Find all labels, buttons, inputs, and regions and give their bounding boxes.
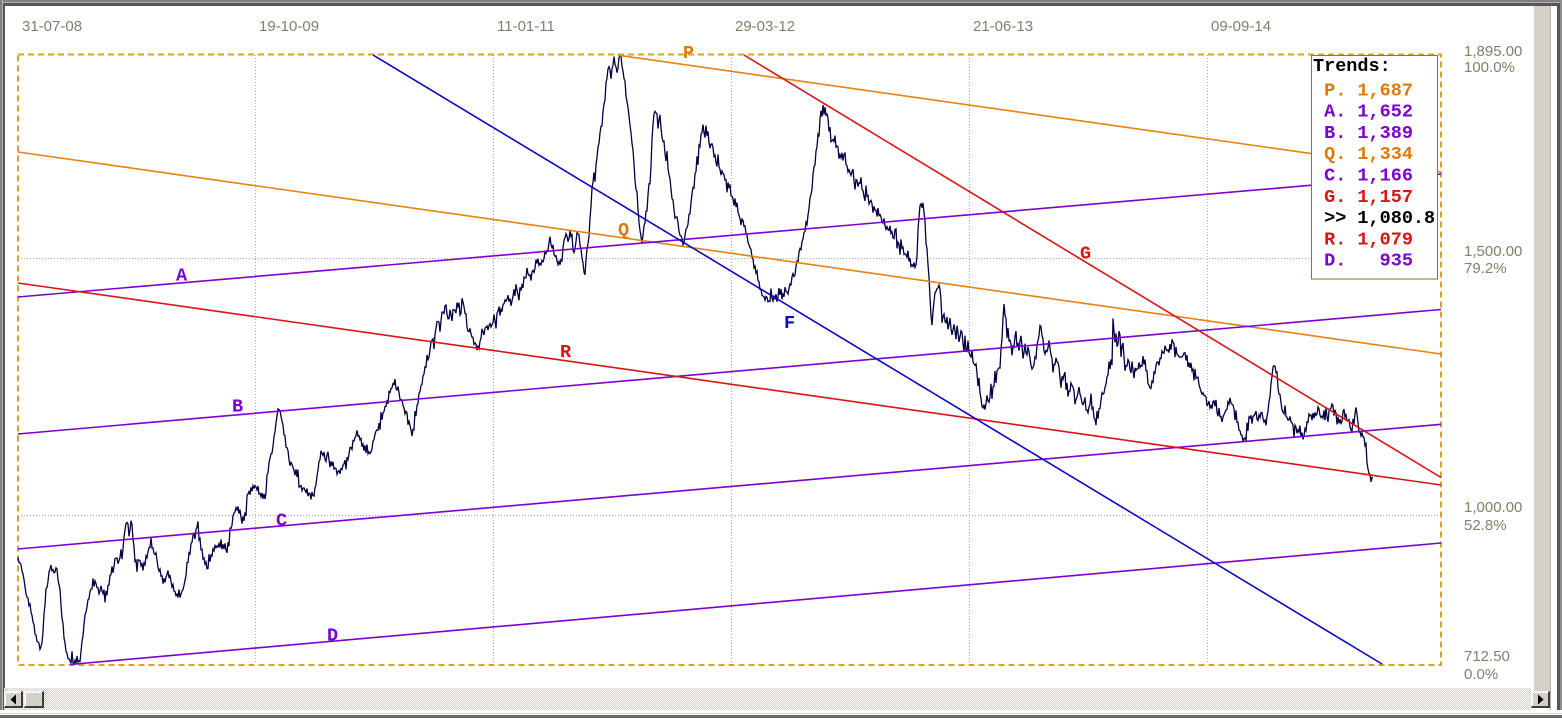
svg-text:D. 935: D. 935 [1313,251,1413,272]
svg-text:1,500.00: 1,500.00 [1464,243,1522,260]
svg-text:A: A [176,266,188,287]
svg-text:0.0%: 0.0% [1464,666,1498,683]
svg-text:P: P [683,43,694,64]
svg-text:A. 1,652: A. 1,652 [1313,102,1413,123]
svg-text:Q. 1,334: Q. 1,334 [1313,144,1413,165]
svg-text:G: G [1080,244,1091,265]
svg-text:R: R [560,342,572,363]
svg-text:B. 1,389: B. 1,389 [1313,123,1413,144]
svg-text:79.2%: 79.2% [1464,260,1507,277]
svg-text:C: C [276,511,287,532]
svg-text:C. 1,166: C. 1,166 [1313,166,1413,187]
svg-text:29-03-12: 29-03-12 [735,18,795,35]
svg-text:R. 1,079: R. 1,079 [1313,229,1413,250]
svg-text:Q: Q [618,220,629,241]
svg-text:>> 1,080.8: >> 1,080.8 [1313,208,1435,229]
svg-text:B: B [232,397,243,418]
svg-text:52.8%: 52.8% [1464,517,1507,534]
svg-text:11-01-11: 11-01-11 [497,18,555,35]
svg-text:31-07-08: 31-07-08 [22,18,82,35]
svg-text:09-09-14: 09-09-14 [1211,18,1271,35]
svg-text:21-06-13: 21-06-13 [973,18,1033,35]
svg-text:P. 1,687: P. 1,687 [1313,80,1413,101]
svg-text:D: D [327,626,338,647]
svg-text:1,895.00: 1,895.00 [1464,43,1522,60]
svg-text:712.50: 712.50 [1464,648,1510,665]
svg-text:F: F [784,313,795,334]
svg-text:G. 1,157: G. 1,157 [1313,187,1413,208]
svg-text:1,000.00: 1,000.00 [1464,499,1522,516]
svg-text:100.0%: 100.0% [1464,59,1515,76]
svg-text:Trends:: Trends: [1313,56,1391,77]
svg-text:19-10-09: 19-10-09 [259,18,319,35]
